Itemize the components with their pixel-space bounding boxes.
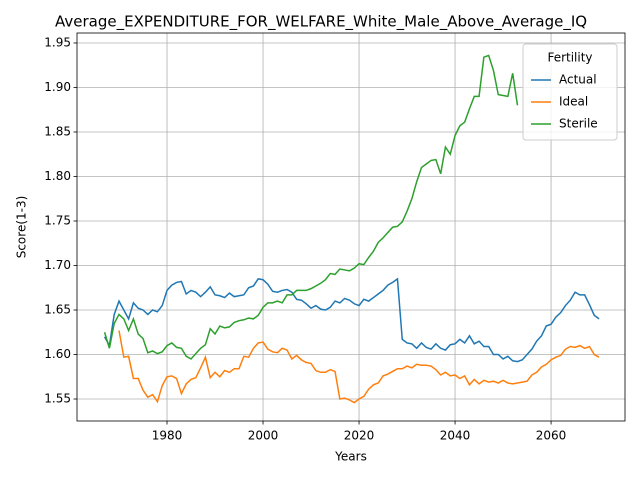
y-tick-label: 1.75	[44, 213, 71, 227]
y-tick-label: 1.55	[44, 392, 71, 406]
legend-label: Ideal	[559, 95, 588, 109]
legend-box	[522, 43, 618, 141]
chart-title: Average_EXPENDITURE_FOR_WELFARE_White_Ma…	[55, 13, 587, 32]
y-tick-label: 1.85	[44, 124, 71, 138]
legend-label: Actual	[559, 73, 597, 87]
x-tick-label: 1980	[152, 429, 183, 443]
y-axis-label: Score(1-3)	[15, 196, 29, 259]
x-axis-label: Years	[334, 450, 367, 464]
line-series	[118, 330, 600, 404]
line-series	[103, 54, 519, 360]
y-tick-label: 1.60	[44, 347, 71, 361]
y-tick-label: 1.65	[44, 303, 71, 317]
line-series	[103, 277, 600, 363]
x-tick-label: 2040	[440, 429, 471, 443]
plot-frame	[76, 32, 626, 422]
legend-label: Sterile	[559, 117, 598, 131]
x-tick-label: 2000	[248, 429, 279, 443]
y-tick-label: 1.95	[44, 35, 71, 49]
y-tick-label: 1.90	[44, 80, 71, 94]
legend-title: Fertility	[547, 51, 592, 65]
y-tick-label: 1.80	[44, 169, 71, 183]
x-tick-label: 2020	[344, 429, 375, 443]
y-tick-label: 1.70	[44, 258, 71, 272]
x-tick-label: 2060	[536, 429, 567, 443]
